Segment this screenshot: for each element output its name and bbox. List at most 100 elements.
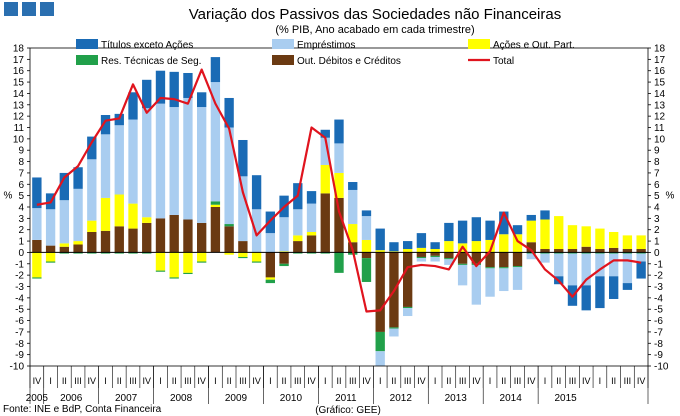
bar-res bbox=[430, 255, 440, 257]
logo-square-2 bbox=[22, 2, 36, 16]
y-tick-label-right: -7 bbox=[654, 327, 663, 338]
bar-out bbox=[169, 214, 179, 253]
y-tick-label-left: 18 bbox=[13, 44, 25, 55]
bar-acoes bbox=[114, 194, 124, 227]
bar-out bbox=[540, 249, 550, 253]
bar-titulos bbox=[128, 92, 138, 120]
y-tick-label-right: 2 bbox=[654, 225, 660, 236]
bar-res bbox=[320, 252, 330, 254]
legend-swatch-emprestimos bbox=[272, 39, 294, 49]
bar-acoes bbox=[430, 249, 440, 253]
y-tick-label-left: 10 bbox=[13, 134, 25, 145]
bar-titulos bbox=[485, 220, 495, 240]
y-tick-label-right: 0 bbox=[654, 248, 660, 259]
bar-titulos bbox=[540, 210, 550, 220]
y-tick-label-right: -5 bbox=[654, 305, 663, 316]
y-tick-label-left: -6 bbox=[15, 316, 24, 327]
bar-emprestimos bbox=[457, 264, 468, 286]
x-tick-label-quarter: III bbox=[239, 376, 247, 386]
legend: Títulos exceto Ações Empréstimos Ações e O… bbox=[76, 39, 575, 67]
bar-out bbox=[403, 252, 413, 307]
bar-res bbox=[251, 261, 262, 263]
y-axis-label-right: % bbox=[666, 191, 675, 202]
bar-res bbox=[73, 252, 83, 254]
bar-titulos bbox=[155, 70, 166, 104]
bar-out bbox=[59, 246, 69, 253]
y-tick-label-left: 12 bbox=[13, 112, 25, 123]
bar-res bbox=[416, 256, 427, 259]
bar-titulos bbox=[403, 241, 413, 250]
bar-emprestimos bbox=[609, 253, 619, 277]
bar-titulos bbox=[114, 113, 124, 126]
legend-swatch-res bbox=[76, 55, 98, 65]
x-tick-label-quarter: IV bbox=[582, 376, 591, 386]
bar-emprestimos bbox=[142, 108, 152, 218]
bar-res bbox=[499, 267, 509, 269]
bar-out bbox=[444, 252, 454, 259]
x-tick-label-quarter: II bbox=[336, 376, 341, 386]
x-tick-label-quarter: III bbox=[184, 376, 192, 386]
x-tick-label-year: 2014 bbox=[500, 393, 523, 404]
x-tick-label-quarter: II bbox=[172, 376, 177, 386]
y-tick-label-left: -10 bbox=[10, 362, 25, 373]
x-tick-label-quarter: II bbox=[227, 376, 232, 386]
bar-titulos bbox=[457, 220, 468, 244]
y-tick-label-left: -2 bbox=[15, 271, 24, 282]
bar-titulos bbox=[183, 72, 193, 98]
bar-acoes bbox=[609, 231, 619, 248]
bar-titulos bbox=[430, 242, 440, 250]
y-tick-label-right: 9 bbox=[654, 146, 660, 157]
bar-emprestimos bbox=[375, 351, 385, 366]
bar-emprestimos bbox=[348, 189, 358, 225]
y-axis-label-left: % bbox=[4, 191, 13, 202]
x-tick-label-quarter: IV bbox=[472, 376, 481, 386]
bar-acoes bbox=[251, 252, 262, 262]
bar-res bbox=[142, 252, 152, 254]
y-tick-label-right: 16 bbox=[654, 66, 666, 77]
bar-emprestimos bbox=[567, 253, 578, 286]
y-tick-label-left: 8 bbox=[18, 157, 24, 168]
bar-out bbox=[100, 230, 111, 253]
legend-label-total: Total bbox=[493, 56, 514, 67]
bar-acoes bbox=[348, 224, 358, 243]
x-tick-label-quarter: III bbox=[294, 376, 302, 386]
x-tick-label-quarter: I bbox=[544, 376, 547, 386]
bar-out bbox=[595, 249, 605, 253]
y-tick-label-right: 4 bbox=[654, 203, 660, 214]
bar-titulos bbox=[526, 214, 536, 221]
bar-res bbox=[444, 258, 454, 260]
y-tick-label-right: 17 bbox=[654, 55, 666, 66]
legend-label-res: Res. Técnicas de Seg. bbox=[101, 56, 201, 67]
bar-res bbox=[389, 327, 399, 329]
x-tick-label-quarter: I bbox=[489, 376, 492, 386]
y-tick-label-left: 3 bbox=[18, 214, 24, 225]
bar-out bbox=[279, 252, 289, 264]
bar-out bbox=[361, 252, 372, 259]
bar-emprestimos bbox=[444, 259, 454, 265]
bar-acoes bbox=[183, 252, 193, 273]
bar-acoes bbox=[169, 252, 179, 278]
bar-res bbox=[169, 277, 179, 279]
bar-titulos bbox=[320, 129, 330, 138]
plot-frame bbox=[29, 47, 649, 367]
bar-titulos bbox=[306, 191, 317, 204]
legend-swatch-titulos bbox=[76, 39, 98, 49]
bar-acoes bbox=[128, 203, 138, 229]
bar-out bbox=[636, 249, 646, 253]
bar-acoes bbox=[45, 252, 56, 262]
y-tick-label-left: 11 bbox=[14, 123, 25, 134]
bar-acoes bbox=[526, 220, 536, 243]
y-tick-label-left: -4 bbox=[15, 293, 24, 304]
y-tick-label-right: -4 bbox=[654, 293, 663, 304]
x-tick-label-quarter: III bbox=[514, 376, 522, 386]
bar-res bbox=[293, 252, 303, 254]
y-tick-label-right: -1 bbox=[654, 259, 663, 270]
bar-res bbox=[334, 252, 344, 273]
bar-out bbox=[471, 252, 481, 264]
bar-acoes bbox=[59, 243, 69, 247]
bar-acoes bbox=[265, 277, 275, 280]
legend-label-titulos: Títulos exceto Ações bbox=[101, 40, 193, 51]
x-tick-label-quarter: I bbox=[434, 376, 437, 386]
bar-out bbox=[114, 226, 124, 253]
